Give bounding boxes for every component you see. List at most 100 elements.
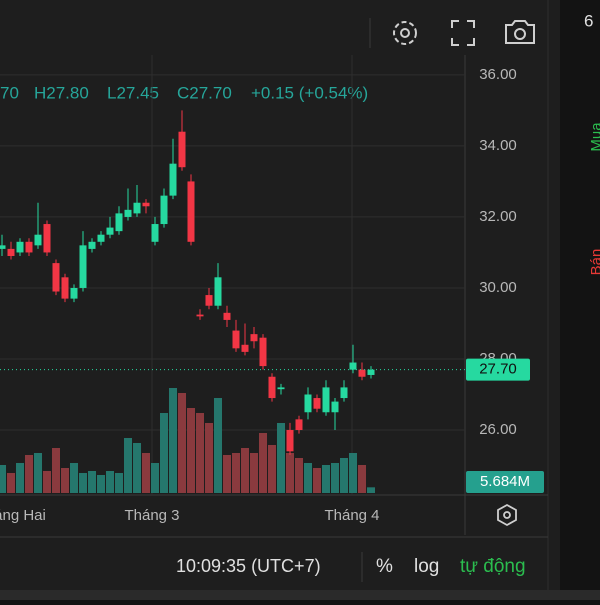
sell-label[interactable]: Bán — [588, 249, 600, 276]
ohlc-high: H27.80 — [34, 83, 89, 102]
volume-bar — [142, 453, 150, 493]
candle-body — [79, 245, 87, 288]
candle-body — [97, 234, 105, 242]
candle-body — [61, 277, 69, 299]
volume-bar — [106, 471, 114, 493]
volume-bar — [178, 393, 186, 493]
volume-bar — [7, 473, 15, 493]
volume-bar — [187, 408, 195, 493]
candle-body — [322, 387, 330, 413]
candle-body — [268, 376, 276, 399]
candle-body — [214, 277, 222, 306]
candle-body — [124, 209, 132, 217]
x-tick-label: Tháng 4 — [324, 507, 379, 524]
last-price-box — [466, 358, 530, 381]
candle-body — [358, 369, 366, 377]
candle-body — [16, 241, 24, 253]
reset-scale-button[interactable] — [497, 503, 517, 527]
volume-bar — [196, 413, 204, 493]
volume-bar — [259, 433, 267, 493]
side-value: 6 — [584, 11, 593, 30]
candle-body — [115, 213, 123, 232]
volume-bar — [169, 388, 177, 493]
candle-body — [241, 344, 249, 352]
buy-label[interactable]: Mua — [588, 122, 600, 152]
log-toggle[interactable]: log — [414, 556, 439, 577]
candle-body — [142, 202, 150, 207]
ohlc-close: C27.70 — [177, 83, 232, 102]
candle-body — [313, 398, 321, 409]
candle-body — [0, 245, 6, 249]
volume-bar — [205, 423, 213, 493]
volume-bar — [43, 471, 51, 493]
side-panel — [560, 0, 600, 600]
candle-body — [295, 419, 303, 431]
volume-bar — [331, 463, 339, 493]
volume-bar — [286, 453, 294, 493]
candle-body — [259, 337, 267, 367]
candle-body — [250, 334, 258, 342]
candle-body — [160, 195, 168, 225]
candle-body — [178, 131, 186, 168]
auto-toggle[interactable]: tự động — [460, 556, 526, 577]
volume-bar — [115, 473, 123, 493]
ohlc-open: 70 — [0, 83, 19, 102]
ohlc-low: L27.45 — [107, 83, 159, 102]
clock[interactable]: 10:09:35 (UTC+7) — [176, 556, 321, 576]
candle-body — [187, 181, 195, 242]
candle-body — [133, 202, 141, 214]
volume-bar — [70, 463, 78, 493]
percent-toggle[interactable]: % — [376, 556, 393, 577]
candle-body — [205, 295, 213, 306]
volume-bar — [349, 453, 357, 493]
volume-bar — [160, 413, 168, 493]
last-volume-box — [466, 471, 544, 493]
volume-bar — [241, 448, 249, 493]
candle-body — [151, 224, 159, 242]
volume-bar — [34, 453, 42, 493]
volume-bar — [61, 468, 69, 493]
volume-bar — [232, 453, 240, 493]
fullscreen-button[interactable] — [451, 20, 475, 46]
volume-bar — [304, 463, 312, 493]
volume-bar — [133, 443, 141, 493]
volume-bar — [268, 445, 276, 493]
x-tick-label: Tháng 3 — [124, 507, 179, 524]
candle-body — [43, 224, 51, 253]
y-tick-label: 36.00 — [479, 66, 517, 83]
volume-bar — [250, 453, 258, 493]
candle-body — [304, 394, 312, 413]
volume-bar — [97, 475, 105, 493]
y-tick-label: 30.00 — [479, 279, 517, 296]
y-tick-label: 26.00 — [479, 421, 517, 438]
candle-body — [70, 287, 78, 299]
volume-bar — [313, 468, 321, 493]
chart-background — [0, 0, 560, 600]
y-tick-label: 34.00 — [479, 137, 517, 154]
candle-body — [196, 314, 204, 317]
volume-bar — [16, 463, 24, 493]
x-tick-label: áng Hai — [0, 507, 46, 524]
candle-body — [169, 163, 177, 196]
candle-body — [106, 227, 114, 235]
volume-bar — [52, 448, 60, 493]
candle-body — [52, 263, 60, 292]
candle-body — [331, 401, 339, 413]
candle-body — [25, 241, 33, 253]
volume-bar — [367, 487, 375, 493]
volume-bar — [358, 465, 366, 493]
settings-button[interactable] — [393, 21, 417, 45]
y-tick-label: 32.00 — [479, 208, 517, 225]
volume-bar — [340, 458, 348, 493]
candle-body — [223, 312, 231, 320]
screenshot-button[interactable] — [505, 20, 535, 44]
bottom-strip — [0, 590, 600, 600]
last-volume-label: 5.684M — [480, 473, 530, 490]
volume-bar — [25, 455, 33, 493]
candle-body — [286, 430, 294, 452]
volume-bar — [151, 463, 159, 493]
candle-body — [7, 248, 15, 257]
volume-bar — [223, 455, 231, 493]
volume-bar — [124, 438, 132, 493]
